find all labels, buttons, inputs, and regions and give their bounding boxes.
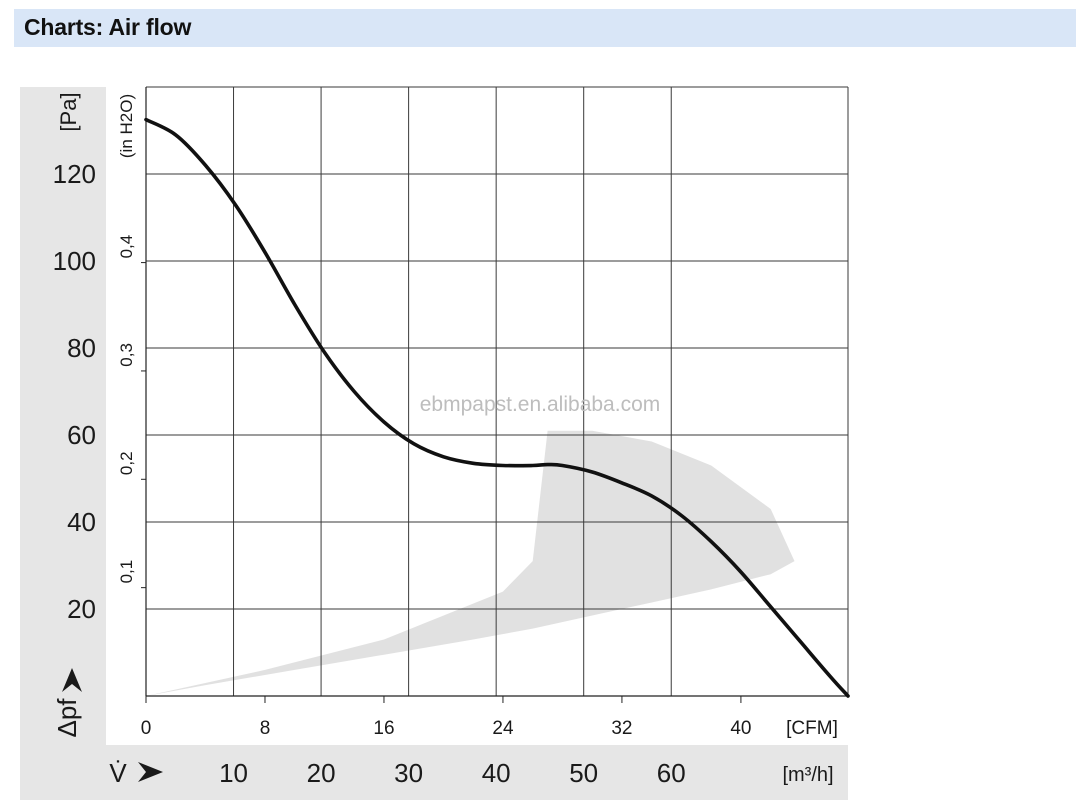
x2-tick-label: 30	[394, 758, 423, 788]
y2-unit-label: (in H2O)	[117, 94, 136, 158]
watermark: ebmpapst.en.alibaba.com	[420, 393, 661, 416]
x2-tick-label: 10	[219, 758, 248, 788]
x-tick-label: 40	[730, 718, 751, 739]
x2-tick-label: 40	[482, 758, 511, 788]
y-tick-label: 100	[53, 246, 96, 276]
y2-tick-label: 0,2	[117, 451, 136, 475]
x2-unit-label: [m³/h]	[782, 764, 833, 786]
y-tick-label: 40	[67, 507, 96, 537]
x2-tick-label: 50	[569, 758, 598, 788]
chart-panels	[20, 87, 848, 800]
y-axis-arrow-icon	[62, 668, 82, 692]
page-title: Charts: Air flow	[24, 14, 192, 40]
y-tick-label: 80	[67, 333, 96, 363]
x-tick-label: 24	[492, 718, 514, 739]
operating-region	[146, 430, 795, 696]
x-unit-label: [CFM]	[786, 718, 838, 739]
grid-layer	[141, 86, 849, 703]
y-axis-panel	[20, 87, 106, 745]
x-tick-label: 0	[141, 718, 152, 739]
x-tick-label: 32	[611, 718, 632, 739]
operating-region-layer	[146, 430, 795, 696]
x2-axis-panel	[20, 745, 848, 800]
x-axis-title: V̇	[109, 758, 127, 788]
header-bar: Charts: Air flow	[14, 9, 1076, 47]
y-tick-label: 20	[67, 594, 96, 624]
x-tick-label: 8	[260, 718, 271, 739]
x2-tick-label: 20	[307, 758, 336, 788]
y2-tick-label: 0,3	[117, 343, 136, 367]
y-tick-label: 60	[67, 420, 96, 450]
y2-tick-label: 0,4	[117, 235, 136, 259]
y2-tick-label: 0,1	[117, 560, 136, 584]
y-tick-label: 120	[53, 159, 96, 189]
x2-tick-label: 60	[657, 758, 686, 788]
y-axis-title: Δpf	[52, 698, 82, 738]
curve-layer	[144, 117, 850, 698]
watermark-layer: ebmpapst.en.alibaba.com	[420, 393, 661, 416]
y-unit-label: [Pa]	[56, 92, 81, 131]
air-flow-curve	[144, 117, 850, 698]
x-axis-arrow-icon	[138, 762, 163, 782]
x-tick-label: 16	[373, 718, 394, 739]
